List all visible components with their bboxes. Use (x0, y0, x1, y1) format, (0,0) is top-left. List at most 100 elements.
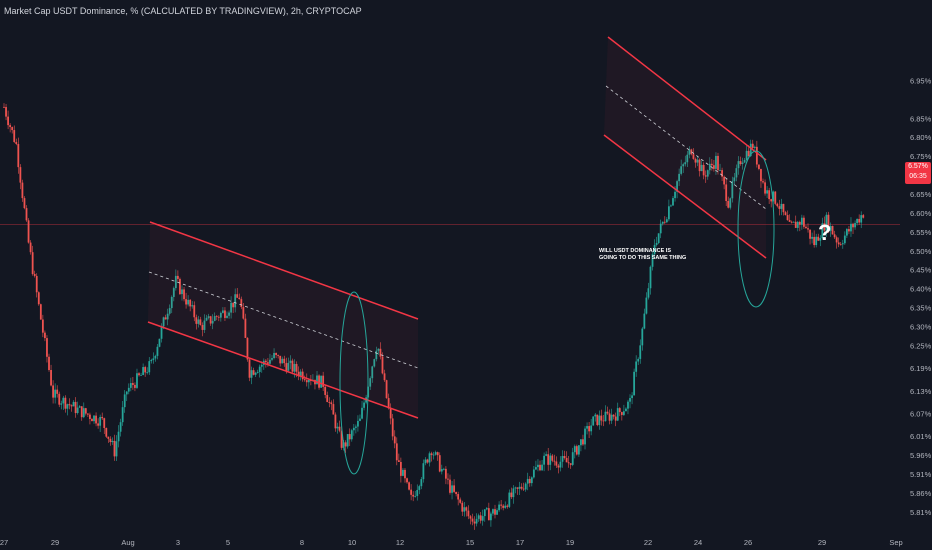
candle-body (5, 107, 7, 117)
x-tick-label: 15 (466, 538, 474, 547)
candle-body (751, 143, 754, 148)
candle-body (181, 289, 183, 295)
candle-body (537, 464, 539, 468)
candle-body (594, 414, 597, 417)
candle-body (645, 297, 648, 314)
candle-body (518, 486, 521, 489)
candle-body (228, 312, 230, 316)
candle-body (252, 370, 255, 375)
candle-body (508, 492, 511, 507)
candle-body (191, 305, 194, 307)
candle-body (506, 505, 509, 507)
candle-body (713, 165, 715, 169)
annotation-text: WILL USDT DOMINANCE IS GOING TO DO THIS … (599, 248, 719, 262)
channel-2-ellipse (737, 150, 775, 308)
candle-body (72, 401, 75, 407)
channel-1-lower (147, 321, 419, 419)
candle-body (156, 346, 159, 356)
candle-body (737, 161, 740, 169)
candle-body (242, 307, 245, 319)
candle-body (52, 385, 54, 398)
x-tick-label: 24 (694, 538, 702, 547)
candle-body (84, 408, 87, 414)
candle-body (418, 486, 421, 490)
candle-body (743, 160, 746, 163)
candle-body (211, 320, 214, 324)
candle-body (168, 308, 171, 314)
candle-body (704, 175, 707, 177)
candle-body (305, 380, 308, 383)
candle-body (89, 414, 91, 419)
y-tick-label: 6.45% (910, 266, 932, 275)
candle-body (778, 206, 781, 209)
candle-body (434, 452, 437, 455)
candle-body (860, 215, 863, 223)
x-tick-label: 17 (516, 538, 524, 547)
candle-body (692, 154, 695, 159)
candle-body (271, 358, 273, 360)
candle-body (430, 453, 433, 456)
candle-body (651, 254, 654, 267)
x-tick-label: 29 (818, 538, 826, 547)
candle-body (230, 302, 232, 313)
candle-body (426, 459, 429, 463)
candle-body (127, 387, 130, 392)
candle-body (414, 495, 417, 497)
candle-body (35, 275, 38, 293)
candle-body (612, 414, 615, 417)
candle-body (688, 149, 691, 155)
candle-body (479, 515, 482, 521)
candle-body (788, 220, 791, 222)
candle-body (50, 369, 52, 386)
candle-body (369, 378, 372, 387)
candle-body (764, 182, 766, 194)
candle-body (580, 439, 582, 446)
candle-body (129, 383, 132, 388)
candle-body (731, 181, 734, 199)
candle-body (193, 305, 196, 318)
candle-body (254, 372, 257, 375)
candle-body (381, 356, 384, 374)
y-tick-label: 6.95% (910, 76, 932, 85)
y-tick-label: 5.86% (910, 489, 932, 498)
candle-body (250, 370, 253, 378)
candle-body (586, 426, 588, 429)
candle-body (387, 398, 390, 409)
candle-body (48, 356, 50, 370)
candle-body (563, 455, 566, 459)
candle-body (807, 228, 809, 230)
candle-body (197, 319, 200, 324)
candle-body (800, 217, 803, 225)
candle-body (15, 141, 18, 144)
candle-body (412, 494, 415, 497)
candle-body (571, 452, 574, 465)
candle-body (375, 350, 378, 360)
candle-body (361, 407, 363, 419)
candle-body (858, 218, 861, 223)
x-tick-label: 26 (744, 538, 752, 547)
candle-body (760, 168, 762, 182)
candle-body (283, 358, 286, 364)
candle-body (522, 488, 525, 490)
candle-body (839, 244, 842, 246)
bar-countdown: 06:35 (909, 173, 927, 180)
y-tick-label: 5.81% (910, 508, 932, 517)
candle-body (755, 146, 758, 165)
candle-body (706, 170, 709, 177)
x-tick-label: 29 (51, 538, 59, 547)
x-tick-label: 12 (396, 538, 404, 547)
candle-body (610, 414, 613, 421)
candle-body (453, 485, 455, 492)
candle-body (835, 237, 838, 243)
candle-body (477, 515, 480, 519)
candle-body (577, 445, 580, 455)
candle-body (66, 404, 69, 409)
candle-body (694, 158, 697, 163)
y-tick-label: 6.35% (910, 304, 932, 313)
candle-body (698, 159, 701, 172)
candle-body (99, 416, 102, 426)
candle-body (768, 190, 771, 200)
candle-body (383, 373, 386, 381)
candle-body (655, 242, 658, 245)
y-tick-label: 6.25% (910, 341, 932, 350)
